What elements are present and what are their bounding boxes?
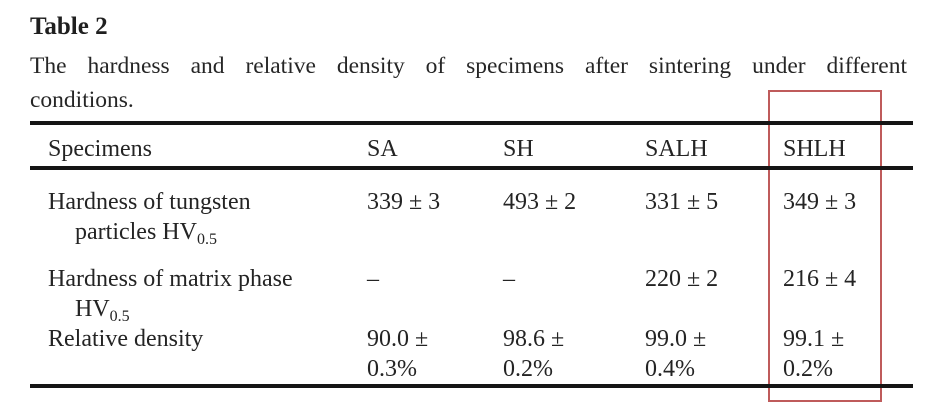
caption-line-2: conditions. (30, 87, 134, 113)
table-row-tungsten-hardness: Hardness of tungsten particles HV0.5 339… (30, 168, 913, 264)
table-header-row: Specimens SA SH SALH SHLH (30, 123, 913, 170)
table-row-relative-density: Relative density 90.0 ± 0.3% 98.6 ± 0.2% 9… (30, 324, 913, 386)
cell-value-shlh: 216 ± 4 (783, 264, 913, 324)
row-label-line-2: HV0.5 (48, 294, 367, 325)
value-text-line-2: 0.3% (367, 356, 417, 382)
value-text: 339 ± 3 (367, 189, 441, 215)
hv-subscript: 0.5 (196, 231, 217, 248)
value-text: – (503, 266, 515, 292)
value-text: 216 ± 4 (783, 266, 857, 292)
table-row-matrix-hardness: Hardness of matrix phase HV0.5 – – 220 ±… (30, 264, 913, 325)
value-text: 331 ± 5 (645, 189, 719, 215)
row-label: Relative density (30, 324, 367, 386)
row-label-line-1: Hardness of tungsten (48, 189, 251, 215)
value-text: 90.0 ± (367, 326, 429, 352)
row-label-text: HV (75, 296, 110, 322)
cell-value-sh: – (503, 264, 645, 324)
value-text-line-2: 0.4% (645, 356, 695, 382)
hv-subscript: 0.5 (109, 308, 130, 325)
value-text: 99.0 ± (645, 326, 707, 352)
cell-value-sh: 98.6 ± 0.2% (503, 324, 645, 386)
value-text: 99.1 ± (783, 326, 845, 352)
value-text: 493 ± 2 (503, 189, 577, 215)
column-header-shlh: SHLH (783, 123, 913, 170)
value-text: – (367, 266, 379, 292)
cell-value-shlh: 99.1 ± 0.2% (783, 324, 913, 386)
cell-value-salh: 99.0 ± 0.4% (645, 324, 783, 386)
table-heading: Table 2 (30, 13, 108, 40)
cell-value-sa: 90.0 ± 0.3% (367, 324, 503, 386)
table-caption: The hardness and relative density of spe… (30, 49, 907, 117)
column-header-salh: SALH (645, 123, 783, 170)
row-label-text: particles HV (75, 219, 197, 245)
row-label: Hardness of tungsten particles HV0.5 (30, 168, 367, 264)
cell-value-shlh: 349 ± 3 (783, 168, 913, 264)
caption-line-1: The hardness and relative density of spe… (30, 53, 907, 79)
value-text-line-2: 0.2% (783, 356, 833, 382)
row-label-line-1: Hardness of matrix phase (48, 266, 293, 292)
cell-value-sh: 493 ± 2 (503, 168, 645, 264)
specimens-table: Specimens SA SH SALH SHLH Hardness of tu… (30, 121, 913, 388)
column-highlight-box (768, 90, 882, 402)
row-label: Hardness of matrix phase HV0.5 (30, 264, 367, 325)
column-header-specimens: Specimens (30, 123, 367, 170)
row-label-line-1: Relative density (48, 326, 204, 352)
value-text: 220 ± 2 (645, 266, 719, 292)
cell-value-salh: 331 ± 5 (645, 168, 783, 264)
value-text: 98.6 ± (503, 326, 565, 352)
cell-value-salh: 220 ± 2 (645, 264, 783, 324)
cell-value-sa: – (367, 264, 503, 324)
cell-value-sa: 339 ± 3 (367, 168, 503, 264)
column-header-sa: SA (367, 123, 503, 170)
column-header-sh: SH (503, 123, 645, 170)
value-text-line-2: 0.2% (503, 356, 553, 382)
row-label-line-2: particles HV0.5 (48, 217, 367, 248)
value-text: 349 ± 3 (783, 189, 857, 215)
